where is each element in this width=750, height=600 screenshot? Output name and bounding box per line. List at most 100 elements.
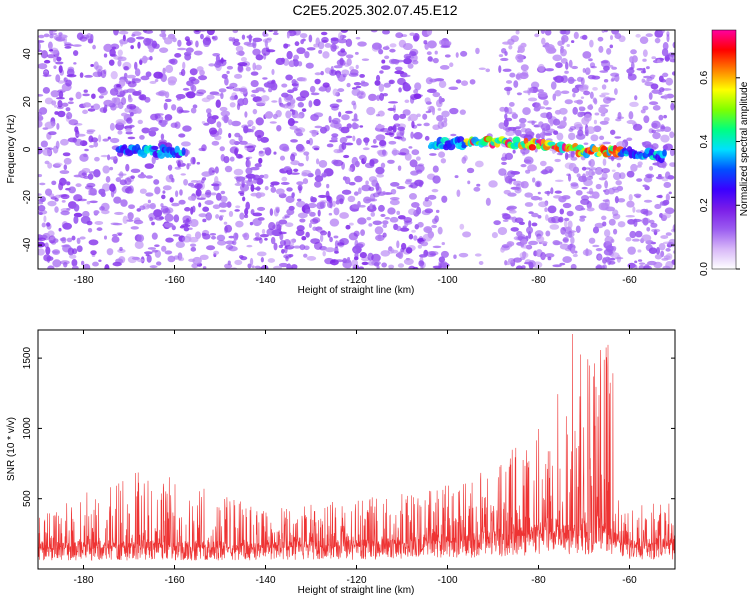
noise-cell xyxy=(92,44,96,50)
noise-cell xyxy=(657,30,665,35)
noise-cell xyxy=(598,45,604,53)
noise-cell xyxy=(192,157,196,165)
noise-cell xyxy=(351,156,359,166)
noise-cell xyxy=(538,197,543,201)
noise-cell xyxy=(524,128,532,135)
noise-cell xyxy=(326,143,334,148)
noise-cell xyxy=(646,226,651,232)
noise-cell xyxy=(661,258,669,261)
noise-cell xyxy=(291,264,298,269)
noise-cell xyxy=(58,227,62,232)
noise-cell xyxy=(395,32,404,39)
noise-cell xyxy=(501,161,507,166)
noise-cell xyxy=(290,97,296,105)
noise-cell xyxy=(46,54,56,59)
noise-cell xyxy=(651,129,657,134)
noise-cell xyxy=(212,204,221,210)
noise-cell xyxy=(187,195,196,201)
noise-cell xyxy=(385,45,389,50)
noise-cell xyxy=(427,194,437,200)
noise-cell xyxy=(262,89,266,93)
noise-cell xyxy=(669,162,675,167)
noise-cell xyxy=(100,154,109,158)
noise-cell xyxy=(582,51,592,59)
noise-cell xyxy=(92,103,101,110)
noise-cell xyxy=(189,68,198,76)
noise-cell xyxy=(485,68,491,73)
noise-cell xyxy=(583,90,591,96)
noise-cell xyxy=(256,206,266,212)
noise-cell xyxy=(149,265,158,269)
noise-cell xyxy=(245,201,251,210)
noise-cell xyxy=(440,250,449,258)
noise-cell xyxy=(247,124,252,127)
noise-cell xyxy=(88,239,99,246)
noise-cell xyxy=(566,43,570,48)
noise-cell xyxy=(119,90,126,96)
noise-cell xyxy=(418,181,423,188)
noise-cell xyxy=(201,121,206,124)
noise-cell xyxy=(608,218,616,226)
noise-cell xyxy=(414,164,425,173)
noise-cell xyxy=(351,118,359,122)
noise-cell xyxy=(59,170,70,175)
noise-cell xyxy=(55,61,64,65)
noise-cell xyxy=(92,71,103,78)
noise-cell xyxy=(91,93,96,99)
noise-cell xyxy=(663,114,668,119)
noise-cell xyxy=(648,247,658,255)
noise-cell xyxy=(190,246,197,252)
noise-cell xyxy=(637,249,642,253)
noise-cell xyxy=(361,58,370,62)
noise-cell xyxy=(76,237,81,245)
noise-cell xyxy=(259,174,265,179)
noise-cell xyxy=(415,156,421,161)
noise-cell xyxy=(404,99,410,103)
noise-cell xyxy=(661,212,672,219)
noise-cell xyxy=(69,97,74,101)
noise-cell xyxy=(559,120,567,128)
noise-cell xyxy=(413,131,423,140)
noise-cell xyxy=(635,230,643,238)
noise-cell xyxy=(206,116,217,125)
noise-cell xyxy=(585,72,590,75)
noise-cell xyxy=(120,199,128,207)
noise-cell xyxy=(353,256,359,261)
noise-cell xyxy=(195,40,199,48)
noise-cell xyxy=(547,205,557,214)
noise-cell xyxy=(512,149,516,154)
noise-cell xyxy=(527,120,537,124)
noise-cell xyxy=(54,206,59,213)
noise-cell xyxy=(161,194,166,200)
noise-cell xyxy=(306,47,316,51)
noise-cell xyxy=(369,158,379,164)
noise-cell xyxy=(283,238,291,247)
noise-cell xyxy=(606,48,612,55)
noise-cell xyxy=(301,77,307,82)
noise-cell xyxy=(652,132,661,140)
noise-cell xyxy=(178,109,184,113)
noise-cell xyxy=(667,175,675,180)
noise-cell xyxy=(103,53,108,58)
noise-cell xyxy=(76,133,86,137)
noise-cell xyxy=(627,73,637,81)
noise-cell xyxy=(188,76,196,82)
noise-cell xyxy=(326,195,332,202)
noise-cell xyxy=(544,44,555,52)
noise-cell xyxy=(38,193,42,196)
noise-cell xyxy=(206,30,215,36)
noise-cell xyxy=(475,47,480,55)
noise-cell xyxy=(645,66,650,70)
noise-cell xyxy=(389,43,397,48)
noise-cell xyxy=(669,131,675,139)
noise-cell xyxy=(244,214,249,219)
noise-cell xyxy=(100,191,106,198)
noise-cell xyxy=(268,221,276,231)
noise-cell xyxy=(254,163,262,168)
noise-cell xyxy=(651,143,659,150)
noise-cell xyxy=(515,30,520,35)
noise-cell xyxy=(169,58,178,65)
spectrogram-x-label: Height of straight line (km) xyxy=(298,285,415,296)
noise-cell xyxy=(229,156,235,162)
noise-cell xyxy=(641,234,652,242)
